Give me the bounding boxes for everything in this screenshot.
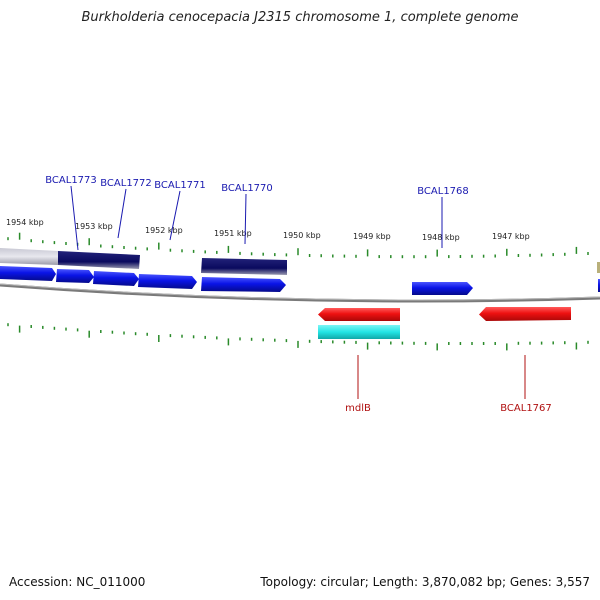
upper-tick-scale: [7, 232, 589, 259]
gene-arrow-4[interactable]: [138, 274, 197, 289]
scale-label: 1948 kbp: [422, 233, 460, 242]
forward-gene-track-inner: [0, 262, 600, 295]
scale-label: 1953 kbp: [75, 222, 113, 231]
gene-label-bcal1770[interactable]: BCAL1770: [221, 183, 273, 194]
gene-label-mdlb[interactable]: mdlB: [345, 403, 371, 414]
gene-arrow-5[interactable]: [201, 277, 286, 292]
accession-text: Accession: NC_011000: [9, 575, 146, 589]
gene-arrow-bcal1767[interactable]: [479, 307, 571, 321]
scale-label: 1951 kbp: [214, 229, 252, 238]
reverse-gene-track: [318, 307, 571, 339]
gene-arrow-bcal1768[interactable]: [412, 282, 473, 295]
gene-arrow-3[interactable]: [93, 271, 139, 286]
scale-label: 1952 kbp: [145, 226, 183, 235]
gene-arrow-2[interactable]: [56, 269, 94, 283]
gene-label-bcal1772[interactable]: BCAL1772: [100, 178, 152, 189]
gene-arrow-mdlb[interactable]: [318, 308, 400, 321]
chromosome-backbone-highlight: [0, 283, 600, 301]
scale-label: 1947 kbp: [492, 232, 530, 241]
gene-feature-bcal1770[interactable]: [201, 258, 287, 275]
scale-label: 1954 kbp: [6, 218, 44, 227]
gene-feature-bcal1773[interactable]: [0, 248, 58, 265]
gene-arrow-1[interactable]: [0, 266, 56, 281]
gene-feature-bcal1772[interactable]: [58, 251, 140, 269]
gene-label-bcal1768[interactable]: BCAL1768: [417, 186, 469, 197]
chromosome-backbone: [0, 283, 600, 303]
gene-label-bcal1773[interactable]: BCAL1773: [45, 175, 97, 186]
gene-label-bcal1767[interactable]: BCAL1767: [500, 403, 552, 414]
scale-label: 1949 kbp: [353, 232, 391, 241]
label-leader-lines: [70, 185, 526, 399]
map-title: Burkholderia cenocepacia J2315 chromosom…: [81, 10, 519, 25]
gene-label-bcal1771[interactable]: BCAL1771: [154, 180, 206, 191]
genome-summary-text: Topology: circular; Length: 3,870,082 bp…: [260, 575, 590, 589]
cds-feature-mdlb[interactable]: [318, 325, 400, 339]
scale-label: 1950 kbp: [283, 231, 321, 240]
gene-feature-edge-olive[interactable]: [597, 262, 600, 273]
lower-tick-scale: [7, 323, 589, 351]
forward-gene-track-outer: [0, 248, 287, 275]
